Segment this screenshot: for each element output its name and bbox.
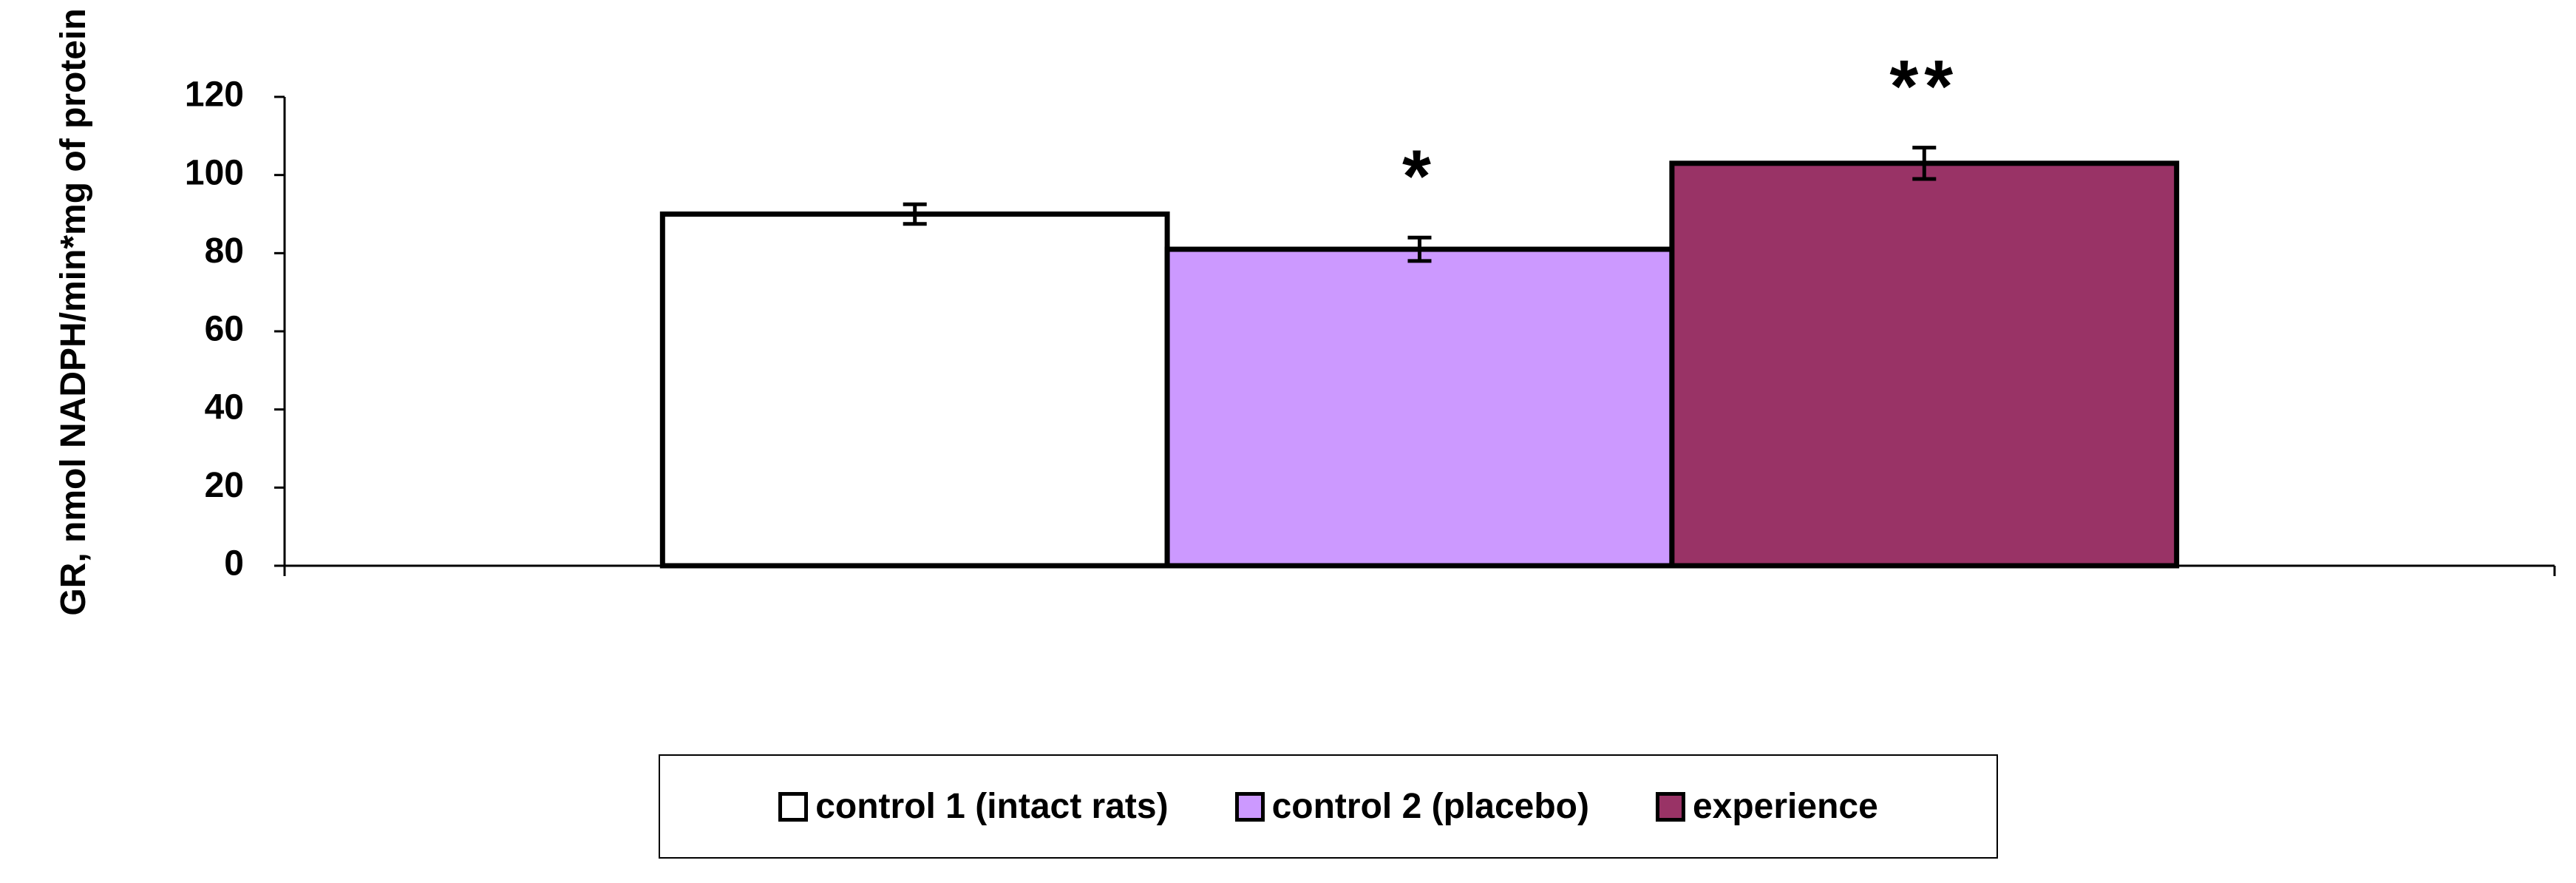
y-tick-label: 100 xyxy=(185,153,244,192)
y-axis-title: GR, nmol NADPH/min*mg of protein xyxy=(54,8,93,616)
significance-mark: * xyxy=(1402,135,1437,218)
error-bar xyxy=(903,202,927,226)
y-tick-label: 20 xyxy=(205,466,244,505)
bar xyxy=(659,212,1170,569)
error-bar xyxy=(1407,235,1432,263)
legend-item: control 2 (placebo) xyxy=(1234,786,1589,827)
legend-item: experience xyxy=(1655,786,1878,827)
y-tick-label: 40 xyxy=(205,388,244,427)
legend-swatch xyxy=(1234,791,1265,822)
bar xyxy=(1164,246,1675,569)
y-tick-label: 120 xyxy=(185,75,244,115)
error-bar xyxy=(1912,146,1937,181)
y-tick-label: 0 xyxy=(224,544,244,583)
bar xyxy=(1669,160,2180,569)
legend-swatch xyxy=(778,791,809,822)
legend-label: control 2 (placebo) xyxy=(1271,787,1589,826)
legend-swatch xyxy=(1655,791,1685,822)
legend-label: experience xyxy=(1692,787,1878,826)
y-tick-label: 80 xyxy=(205,231,244,271)
legend: control 1 (intact rats) control 2 (placeb… xyxy=(659,754,1998,859)
y-tick-label: 60 xyxy=(205,310,244,349)
legend-label: control 1 (intact rats) xyxy=(815,787,1169,826)
significance-mark: ** xyxy=(1889,45,1959,128)
legend-item: control 1 (intact rats) xyxy=(778,786,1169,827)
